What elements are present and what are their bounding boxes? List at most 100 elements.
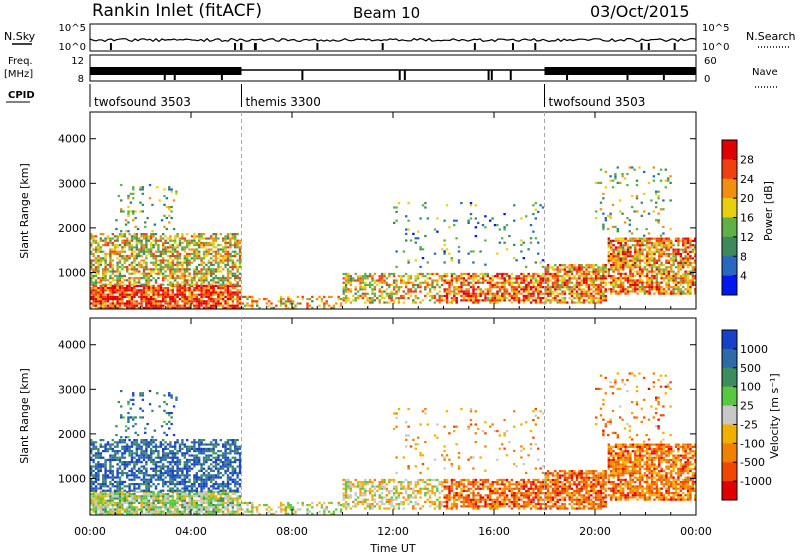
power-cell [212, 272, 215, 275]
power-cell [181, 235, 184, 238]
power-cell [412, 281, 415, 284]
velocity-cell [152, 512, 155, 515]
power-cell [170, 190, 173, 193]
power-cell [665, 252, 668, 256]
velocity-cell [229, 510, 232, 513]
power-cell [660, 248, 663, 251]
power-cell [457, 292, 461, 295]
power-cell [460, 290, 463, 293]
velocity-cell [224, 501, 227, 504]
velocity-cell [195, 490, 198, 493]
power-cell [527, 283, 530, 287]
velocity-cell [152, 499, 155, 502]
power-cell [222, 295, 225, 298]
power-cell [114, 248, 117, 251]
power-cell [469, 212, 473, 216]
power-cell [183, 287, 186, 290]
power-cell [97, 293, 100, 296]
power-cell [691, 248, 695, 251]
power-cell [665, 283, 668, 286]
power-cell [522, 288, 526, 291]
velocity-cell [126, 497, 129, 500]
power-cell [226, 284, 230, 287]
velocity-cell [92, 465, 95, 468]
power-cell [677, 263, 680, 267]
power-cell [176, 302, 179, 305]
power-cell [207, 298, 210, 301]
velocity-cell [135, 474, 138, 477]
velocity-cell [150, 508, 153, 511]
velocity-cell [169, 467, 172, 470]
power-cell [118, 287, 122, 290]
power-cell [154, 266, 158, 269]
power-cell [200, 233, 203, 236]
power-cell [431, 297, 434, 300]
velocity-cell [92, 487, 95, 490]
power-cell [195, 248, 198, 251]
velocity-cell [162, 474, 165, 477]
power-cell [679, 261, 683, 264]
velocity-cell [171, 490, 174, 493]
power-cell [176, 235, 179, 238]
velocity-cell [121, 447, 124, 451]
velocity-cell [142, 497, 146, 500]
velocity-cell [114, 456, 117, 459]
power-cell [111, 277, 114, 280]
power-cell [135, 263, 138, 267]
power-cell [164, 270, 167, 273]
power-cell [489, 290, 492, 293]
power-cell [229, 233, 232, 236]
power-cell [610, 263, 613, 267]
power-cell [238, 284, 242, 287]
power-cell [142, 289, 146, 292]
power-cell [641, 259, 644, 262]
power-cell [612, 285, 615, 289]
power-cell [474, 275, 478, 278]
power-cell [159, 239, 162, 242]
power-cell [694, 244, 697, 247]
power-cell [636, 248, 639, 251]
power-cell [224, 306, 227, 309]
power-cell [198, 300, 201, 303]
velocity-cell [152, 508, 155, 511]
power-cell [525, 288, 528, 291]
power-cell [102, 283, 105, 286]
power-cell [612, 259, 615, 262]
velocity-cell [109, 497, 112, 500]
power-cell [106, 263, 110, 267]
power-cell [344, 294, 348, 298]
power-cell [212, 291, 215, 294]
velocity-cell [154, 447, 158, 451]
velocity-cell [116, 441, 119, 444]
power-cell [652, 179, 655, 182]
velocity-cell [238, 501, 242, 504]
power-cell [481, 277, 485, 280]
power-cell [166, 255, 170, 258]
power-cell [151, 203, 154, 206]
power-cell [624, 292, 627, 295]
power-cell [234, 298, 237, 301]
power-cell [238, 277, 242, 280]
power-cell [614, 263, 618, 267]
power-cell [157, 246, 160, 249]
power-cell [669, 175, 672, 178]
power-cell [622, 281, 625, 284]
velocity-cell [140, 441, 143, 444]
power-cell [212, 300, 215, 303]
power-cell [217, 248, 220, 251]
power-cell [631, 232, 634, 235]
power-cell [238, 250, 242, 253]
power-cell [677, 244, 680, 247]
power-cell [138, 266, 141, 269]
power-cell [453, 219, 456, 222]
power-cell [602, 277, 605, 280]
power-cell [142, 261, 146, 264]
power-cell [465, 283, 468, 287]
power-cell [650, 263, 654, 267]
velocity-cell [171, 465, 174, 468]
power-cell [438, 286, 441, 289]
power-cell [162, 289, 165, 292]
power-cell [142, 277, 146, 280]
power-cell [140, 244, 143, 247]
cpid-program-name: twofsound 3503 [94, 95, 191, 109]
